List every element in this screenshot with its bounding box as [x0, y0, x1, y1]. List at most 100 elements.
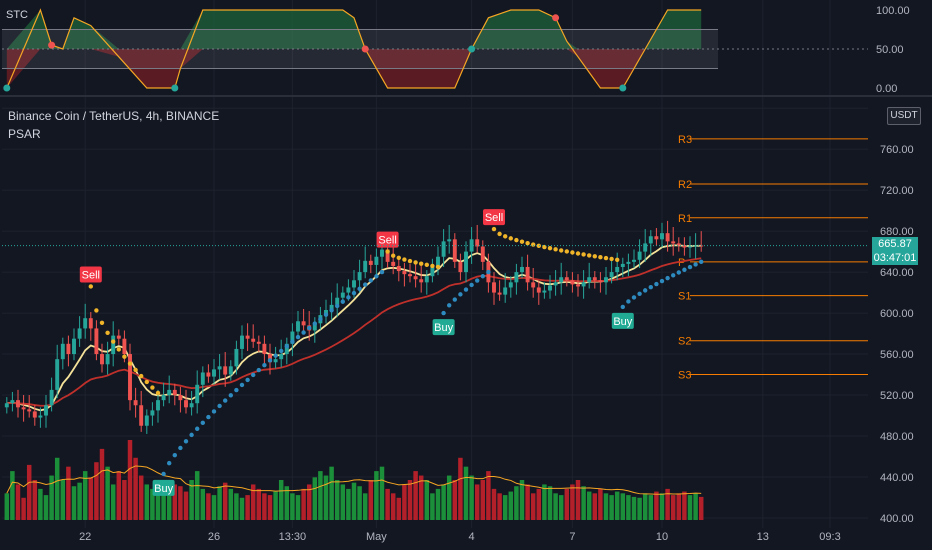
- volume-bar: [323, 475, 329, 520]
- volume-bar: [54, 457, 60, 520]
- candle-body: [660, 233, 664, 240]
- candle-body: [654, 236, 659, 240]
- stc-legend[interactable]: STC: [6, 9, 28, 21]
- volume-bar: [138, 475, 144, 520]
- candle-body: [536, 287, 541, 293]
- volume-bar: [402, 484, 407, 520]
- volume-bar: [407, 480, 413, 520]
- volume-bar: [10, 471, 15, 520]
- pivot-label-s1: S1: [678, 291, 691, 303]
- volume-bar: [536, 488, 542, 520]
- volume-bar: [609, 495, 614, 520]
- price-tick-label: 480.00: [880, 431, 914, 443]
- candle-body: [111, 335, 116, 355]
- candle-body: [16, 400, 20, 408]
- candle-body: [116, 335, 121, 339]
- volume-bar: [194, 471, 200, 520]
- psar-dot: [682, 267, 687, 272]
- candle-body: [682, 245, 687, 248]
- psar-dot: [245, 377, 250, 383]
- volume-bar: [424, 480, 430, 520]
- candle-body: [520, 266, 524, 273]
- candle-body: [172, 389, 177, 396]
- volume-bar: [631, 496, 637, 520]
- candle-body: [391, 261, 396, 266]
- price-tick-label: 680.00: [880, 226, 914, 238]
- psar-dot: [693, 262, 698, 267]
- volume-bar: [94, 462, 99, 520]
- psar-dot: [475, 278, 480, 283]
- candle-body: [408, 274, 412, 277]
- volume-bar: [469, 475, 474, 520]
- candle-body: [475, 239, 480, 247]
- psar-dot: [262, 362, 267, 368]
- price-tick-label: 720.00: [880, 185, 914, 197]
- candle-body: [10, 400, 15, 404]
- volume-bar: [306, 484, 312, 520]
- volume-bar: [189, 480, 194, 520]
- psar-dot: [172, 452, 177, 458]
- candle-body: [419, 279, 424, 283]
- psar-dot: [256, 367, 261, 373]
- signal-sell-label: Sell: [485, 212, 503, 224]
- psar-dot: [519, 239, 525, 244]
- volume-bar: [435, 488, 441, 520]
- price-tick-label: 760.00: [880, 144, 914, 156]
- volume-bar: [385, 488, 390, 520]
- psar-dot: [503, 234, 508, 239]
- volume-bar: [38, 488, 43, 520]
- chart-title[interactable]: Binance Coin / TetherUS, 4h, BINANCE: [8, 109, 220, 123]
- time-tick-label: May: [366, 531, 387, 543]
- candle-body: [161, 395, 166, 401]
- price-tick-label: 400.00: [880, 513, 914, 525]
- psar-dot: [592, 254, 597, 259]
- psar-dot: [396, 255, 401, 261]
- psar-dot: [195, 426, 200, 431]
- current-price-tag: 665.87: [872, 237, 918, 251]
- candle-body: [268, 354, 272, 363]
- volume-bar: [446, 475, 452, 520]
- psar-dot: [273, 353, 278, 358]
- candle-body: [615, 266, 620, 273]
- signal-sell-box: [376, 231, 399, 248]
- psar-dot: [223, 398, 228, 403]
- psar-dot: [609, 256, 614, 262]
- candle-body: [626, 261, 631, 264]
- volume-bar: [396, 497, 402, 520]
- volume-bar: [570, 484, 575, 520]
- volume-bar: [458, 457, 463, 520]
- volume-bar: [99, 448, 105, 520]
- psar-dot: [312, 321, 317, 326]
- volume-bar: [166, 495, 172, 520]
- volume-bar: [357, 486, 362, 520]
- volume-bar: [698, 496, 704, 520]
- pivot-label-r1: R1: [678, 213, 692, 225]
- candle-body: [279, 354, 284, 360]
- candle-body: [620, 263, 625, 267]
- candle-body: [592, 277, 597, 281]
- volume-bar: [262, 493, 267, 520]
- candle-body: [441, 241, 446, 257]
- signal-buy-label: Buy: [434, 322, 453, 334]
- candle-body: [55, 359, 60, 390]
- candle-body: [60, 343, 65, 360]
- candle-body: [212, 369, 216, 377]
- volume-bar: [430, 493, 435, 520]
- currency-selector[interactable]: USDT: [887, 107, 921, 125]
- time-tick-label: 7: [569, 531, 575, 543]
- candle-body: [525, 266, 530, 283]
- candle-body: [413, 276, 418, 280]
- volume-bar: [598, 488, 603, 520]
- volume-bar: [161, 493, 166, 520]
- signal-sell-label: Sell: [82, 269, 100, 281]
- stc-tick-label: 100.00: [876, 5, 910, 17]
- psar-dot: [480, 274, 485, 279]
- psar-legend[interactable]: PSAR: [8, 127, 41, 141]
- psar-dot: [284, 344, 289, 349]
- candle-body: [346, 287, 351, 293]
- volume-bar: [463, 466, 469, 520]
- psar-dot: [643, 288, 648, 293]
- candle-body: [508, 282, 513, 288]
- psar-dot: [458, 292, 463, 297]
